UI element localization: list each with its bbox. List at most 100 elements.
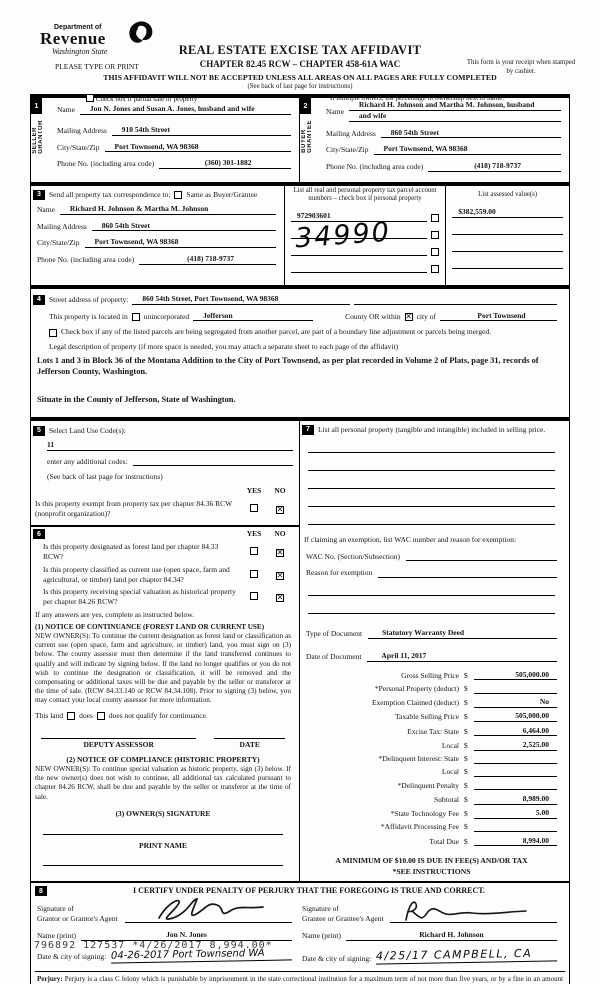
amount-field[interactable]: 505,000.00 (474, 670, 557, 681)
reason-extra-line-1[interactable] (308, 587, 555, 597)
current-use-yes-checkbox[interactable] (250, 569, 258, 578)
amount-field[interactable]: 2,525.00 (474, 740, 557, 751)
grantor-name-print-label: Name (print) (37, 931, 76, 941)
street-address-field[interactable]: 860 54th Street, Port Townsend, WA 98368 (132, 294, 350, 305)
handwritten-parcel-number: 34990 (293, 216, 392, 255)
segregated-checkbox[interactable] (49, 329, 57, 338)
pre-form-row: Check box if partial sale of property If… (30, 94, 570, 106)
grantor-name-print-row: Name (print) Jon N. Jones (37, 930, 292, 941)
corr-mailing-field[interactable]: 860 54th Street (91, 221, 276, 232)
seller-city-field[interactable]: Port Townsend, WA 98368 (104, 142, 291, 153)
amount-field[interactable] (474, 685, 557, 694)
buyer-mailing-field[interactable]: 860 54th Street (380, 128, 561, 139)
parcel1-personal-checkbox[interactable] (431, 213, 440, 222)
owners-signature-label: (3) OWNER(S) SIGNATURE (115, 808, 211, 818)
street-address-line-extension[interactable] (353, 296, 558, 305)
same-as-buyer-checkbox[interactable] (174, 190, 183, 199)
city-checkbox[interactable]: ✕ (404, 312, 413, 322)
parcel3-personal-checkbox[interactable] (431, 247, 440, 256)
amount-field[interactable]: No (474, 697, 557, 708)
type-of-document-field[interactable]: Statutory Warranty Deed (368, 628, 557, 639)
amount-label: *Personal Property (deduct) (374, 683, 459, 693)
grantee-signature-field[interactable] (390, 899, 557, 924)
amount-field[interactable]: 8,989.00 (474, 794, 557, 805)
personal-property-line-4[interactable] (308, 498, 555, 507)
grantor-name-print-field[interactable]: Jon N. Jones (80, 930, 292, 941)
amount-field[interactable] (474, 755, 557, 764)
seller-name-field[interactable]: Jon N. Jones and Susan A. Jones, husband… (79, 104, 291, 115)
buyer-name-field-line1[interactable]: Richard H. Johnson and Martha M. Johnson… (348, 100, 561, 111)
assessed-value-field[interactable]: $382,559.00 (452, 207, 563, 218)
assessed4-field[interactable] (452, 260, 563, 269)
reason-extra-line-2[interactable] (308, 605, 555, 615)
amount-field[interactable] (474, 768, 557, 778)
land-does-checkbox[interactable] (67, 711, 76, 720)
subtitle-row: PLEASE TYPE OR PRINT CHAPTER 82.45 RCW –… (30, 59, 575, 79)
historic-no-checkbox[interactable]: ✕ (276, 593, 284, 603)
personal-property-line-1[interactable] (308, 444, 555, 453)
owners-signature-line[interactable] (43, 827, 283, 835)
seller-mailing-field[interactable]: 910 54th Street (111, 125, 291, 136)
forest-yes-checkbox[interactable] (250, 547, 258, 556)
seller-phone-field[interactable]: (360) 301-1882 (159, 158, 291, 169)
amount-row-excise-local: Local $ 2,525.00 (306, 740, 557, 751)
parcel2-field[interactable] (290, 230, 428, 239)
grantor-signature-line-row: Signature of Grantor or Grantor's Agent (37, 898, 292, 924)
grantor-signature-field[interactable] (125, 898, 292, 924)
exempt-no-checkbox[interactable]: ✕ (276, 504, 284, 514)
buyer-city-field[interactable]: Port Townsend, WA 98368 (373, 144, 561, 155)
s6-head: 6 YES NO (33, 529, 293, 540)
amount-field[interactable]: 6,464.00 (474, 726, 557, 737)
land-does-not-checkbox[interactable] (96, 711, 105, 720)
corr-name-label: Name (37, 204, 55, 214)
corr-mailing-row: Mailing Address 860 54th Street (37, 221, 276, 232)
county-field[interactable]: Jefferson (193, 311, 314, 322)
assessed2-field[interactable] (452, 226, 563, 235)
unincorporated-checkbox[interactable] (131, 313, 140, 322)
divider-bar (31, 284, 569, 289)
assessed3-field[interactable] (452, 243, 563, 252)
amount-field[interactable] (474, 781, 557, 791)
logo-washington-state: Washington State (52, 47, 108, 56)
amount-field[interactable]: 5.00 (474, 808, 557, 819)
form-title: REAL ESTATE EXCISE TAX AFFIDAVIT (178, 43, 422, 57)
amount-field[interactable]: 505,000.00 (474, 711, 557, 723)
corr-city-field[interactable]: Port Townsend, WA 98368 (84, 237, 276, 248)
deputy-assessor-signature-line[interactable] (41, 730, 197, 740)
parcel3-field[interactable] (290, 247, 428, 256)
parcel2-personal-checkbox[interactable] (431, 230, 440, 239)
additional-codes-field[interactable] (132, 457, 293, 467)
grantee-name-print-field[interactable]: Richard H. Johnson (345, 930, 557, 941)
grantee-signature-line-row: Signature of Grantee or Grantee's Agent (302, 899, 557, 924)
print-name-line[interactable] (43, 858, 283, 867)
exempt-yes-checkbox[interactable] (250, 503, 258, 512)
buyer-name-field-line2[interactable]: and wife (348, 111, 561, 122)
wac-field[interactable] (405, 552, 557, 562)
date-of-document-field[interactable]: April 11, 2017 (367, 651, 557, 662)
partial-sale-checkbox[interactable] (86, 94, 94, 103)
personal-property-line-5[interactable] (308, 516, 555, 525)
grantee-signature-label-line2: Grantee or Grantee's Agent (302, 913, 384, 923)
parcel4-field[interactable] (290, 264, 428, 273)
city-field[interactable]: Port Townsend (439, 311, 557, 322)
reason-field[interactable] (378, 569, 557, 579)
buyer-phone-field[interactable]: (418) 718-9737 (428, 161, 561, 172)
forest-no-checkbox[interactable]: ✕ (276, 548, 284, 558)
personal-property-line-3[interactable] (308, 480, 555, 489)
parcel-number-field[interactable]: 972903601 (290, 211, 428, 222)
personal-property-line-2[interactable] (308, 462, 555, 471)
grantee-date-city-field[interactable]: 4/25/17 CAMPBELL, CA (376, 946, 558, 965)
assessor-date-line[interactable] (214, 730, 285, 740)
dollar-sign: $ (464, 836, 468, 846)
amount-field[interactable]: 8,994.00 (474, 836, 557, 847)
grantee-date-city-label: Date & city of signing: (302, 953, 372, 963)
corr-name-field[interactable]: Richard H. Johnson & Martha M. Johnson (59, 204, 276, 215)
amount-field[interactable] (474, 823, 557, 833)
legal-description-text: Lots 1 and 3 in Block 36 of the Montana … (37, 355, 539, 377)
current-use-no-checkbox[interactable]: ✕ (276, 570, 284, 580)
historic-yes-checkbox[interactable] (250, 592, 258, 601)
assessed-row-3 (452, 243, 563, 252)
parcel4-personal-checkbox[interactable] (431, 264, 440, 273)
corr-phone-field[interactable]: (418) 718-9737 (139, 254, 276, 265)
land-use-code-field[interactable]: 11 (47, 440, 293, 451)
